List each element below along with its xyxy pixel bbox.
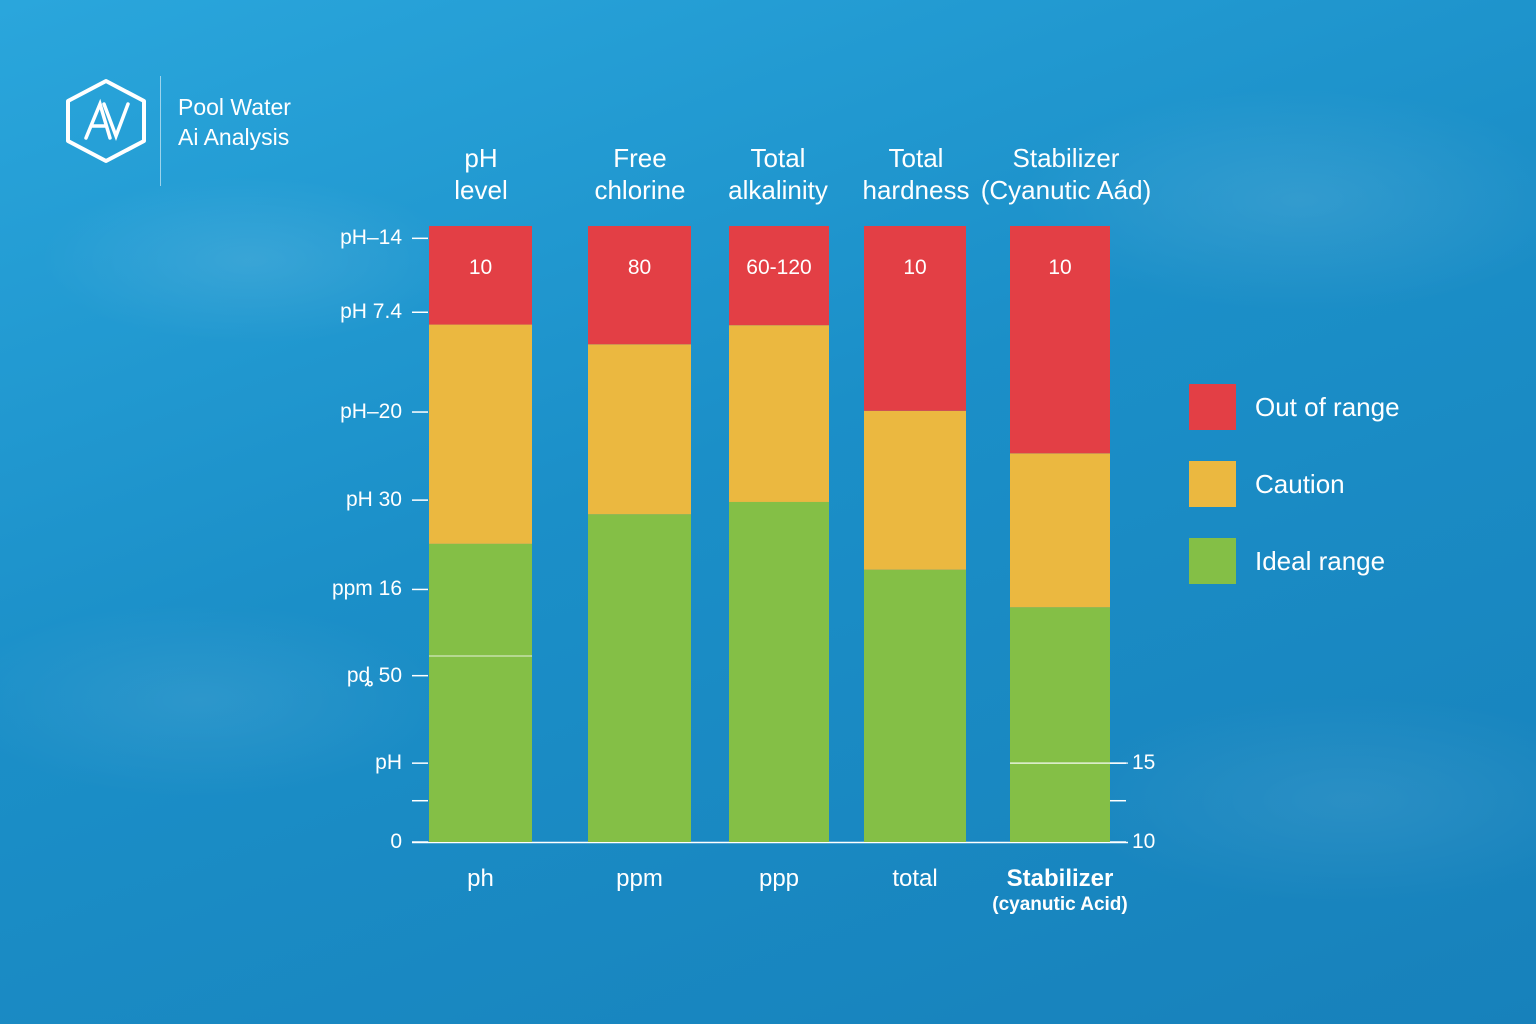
x-label-text: ppp bbox=[758, 865, 800, 892]
y-tick-label: pȡ 50 bbox=[346, 663, 402, 687]
bar-segment-out-of-range bbox=[588, 226, 691, 345]
bar-segment-out-of-range bbox=[1010, 226, 1110, 454]
column-title-line: Total bbox=[750, 143, 806, 173]
bar-segment-caution bbox=[864, 410, 966, 570]
x-label-text: total bbox=[892, 865, 938, 892]
data-label: 80 bbox=[628, 256, 651, 279]
x-category-label: Stabilizer (cyanutic Acid) bbox=[992, 864, 1128, 916]
y-tick-label: pH bbox=[375, 751, 402, 775]
y-tick-label: 0 bbox=[390, 830, 402, 853]
logo-hexagon-icon bbox=[66, 79, 146, 163]
x-label-text: ppm bbox=[616, 865, 663, 892]
x-category-label: ppm bbox=[616, 864, 663, 894]
column-title: Total hardness bbox=[863, 142, 970, 206]
column-title: pH level bbox=[454, 142, 507, 206]
y2-tick-label: 10 bbox=[1132, 830, 1156, 853]
brand-line-1: Pool Water bbox=[178, 94, 291, 120]
column-title-line: hardness bbox=[862, 175, 970, 205]
bar-segment-out-of-range bbox=[864, 226, 966, 411]
legend-item-caution: Caution bbox=[1189, 461, 1345, 507]
y-tick-label: pH–20 bbox=[340, 400, 402, 424]
x-category-label: ph bbox=[467, 864, 494, 894]
brand-line-2: Ai Analysis bbox=[178, 124, 290, 150]
x-label-text: ph bbox=[467, 865, 494, 892]
bar-segment-out-of-range bbox=[429, 226, 532, 325]
x-label-text: Stabilizer bbox=[1006, 865, 1114, 892]
column-title-line: Total bbox=[888, 143, 944, 173]
y-tick-label: ppm 16 bbox=[331, 577, 402, 601]
bar-segment-caution bbox=[429, 324, 532, 544]
column-title-line: level bbox=[454, 175, 508, 205]
data-label: 10 bbox=[469, 256, 492, 279]
y-tick-label: pH 7.4 bbox=[340, 300, 402, 324]
x-sublabel: (cyanutic Acid) bbox=[992, 894, 1128, 915]
y-tick-label: pH 30 bbox=[345, 488, 402, 512]
column-title-line: alkalinity bbox=[728, 175, 828, 205]
bar-segment-out-of-range bbox=[729, 226, 829, 326]
legend-swatch-red bbox=[1189, 384, 1236, 430]
legend-item-ideal-range: Ideal range bbox=[1189, 538, 1385, 584]
column-title: Total alkalinity bbox=[728, 142, 828, 206]
legend-label: Ideal range bbox=[1255, 545, 1386, 576]
x-category-label: total bbox=[892, 864, 937, 894]
column-title-line: chlorine bbox=[594, 175, 686, 205]
brand-divider bbox=[160, 76, 161, 186]
column-title: Stabilizer (Cyanutic Aád) bbox=[981, 142, 1152, 206]
y-tick-label: pH–14 bbox=[340, 226, 402, 250]
legend-item-out-of-range: Out of range bbox=[1189, 384, 1400, 430]
legend-label: Out of range bbox=[1255, 391, 1400, 422]
data-label: 10 bbox=[1048, 256, 1071, 279]
column-title: Free chlorine bbox=[594, 142, 685, 206]
bar-segment-ideal-range bbox=[429, 543, 532, 842]
bar-segment-ideal-range bbox=[729, 501, 829, 842]
bar-segment-ideal-range bbox=[864, 569, 966, 842]
column-title-line: (Cyanutic Aád) bbox=[980, 175, 1152, 205]
column-title-line: Free bbox=[613, 143, 667, 173]
legend-label: Caution bbox=[1255, 468, 1345, 499]
legend-swatch-yellow bbox=[1189, 461, 1236, 507]
brand-title: Pool Water Ai Analysis bbox=[178, 92, 291, 152]
legend-swatch-green bbox=[1189, 538, 1236, 584]
x-category-label: ppp bbox=[759, 864, 799, 894]
bar-segment-ideal-range bbox=[1010, 607, 1110, 842]
data-label: 10 bbox=[903, 256, 926, 279]
data-label: 60-120 bbox=[746, 256, 811, 279]
bar-segment-caution bbox=[588, 344, 691, 515]
column-title-line: Stabilizer bbox=[1012, 143, 1120, 173]
column-title-line: pH bbox=[464, 143, 498, 173]
bar-segment-caution bbox=[1010, 453, 1110, 608]
bar-segment-ideal-range bbox=[588, 514, 691, 842]
y2-tick-label: 15 bbox=[1132, 751, 1156, 775]
bar-segment-caution bbox=[729, 325, 829, 502]
